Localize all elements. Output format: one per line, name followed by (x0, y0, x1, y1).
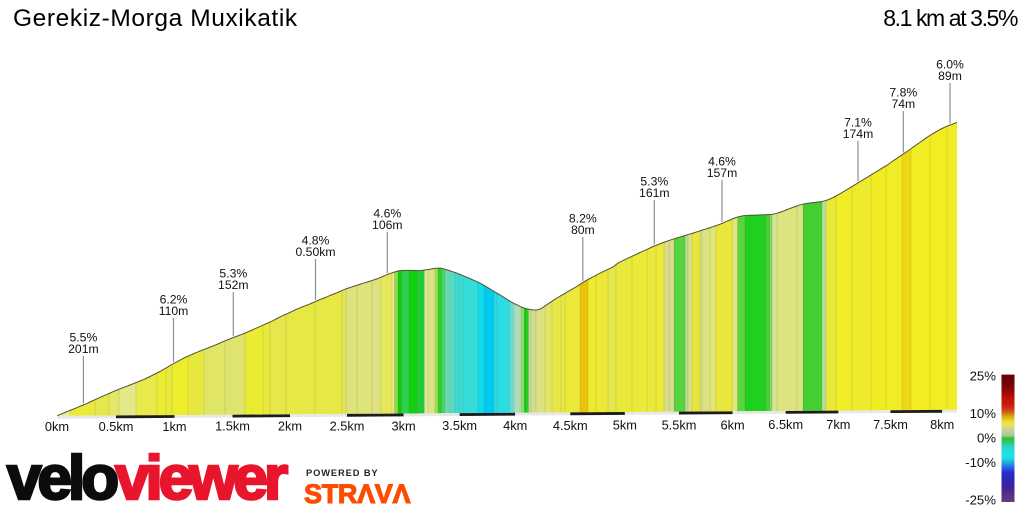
svg-text:7km: 7km (826, 417, 850, 432)
svg-text:6.5km: 6.5km (768, 417, 803, 432)
svg-text:6.2%: 6.2% (160, 293, 188, 307)
svg-text:1km: 1km (162, 419, 186, 434)
svg-text:174m: 174m (843, 127, 874, 141)
svg-text:5.5km: 5.5km (662, 418, 697, 433)
svg-text:7.1%: 7.1% (844, 116, 872, 130)
svg-text:4.6%: 4.6% (708, 155, 736, 169)
svg-text:89m: 89m (938, 69, 962, 83)
svg-text:-10%: -10% (965, 455, 996, 470)
svg-text:161m: 161m (639, 186, 670, 200)
svg-text:0.50km: 0.50km (296, 245, 336, 259)
svg-text:6.0%: 6.0% (936, 58, 964, 72)
svg-text:7.8%: 7.8% (889, 86, 917, 100)
svg-text:2km: 2km (278, 419, 302, 434)
svg-text:152m: 152m (218, 278, 249, 292)
svg-text:201m: 201m (68, 342, 99, 356)
svg-text:157m: 157m (707, 166, 738, 180)
svg-text:25%: 25% (970, 369, 997, 384)
svg-text:106m: 106m (372, 218, 403, 232)
svg-text:4.8%: 4.8% (302, 234, 330, 248)
svg-text:8.2%: 8.2% (569, 212, 597, 226)
svg-text:3km: 3km (392, 418, 416, 433)
svg-text:4.5km: 4.5km (553, 418, 588, 433)
svg-text:74m: 74m (891, 97, 915, 111)
svg-text:-25%: -25% (965, 493, 996, 508)
svg-text:4.6%: 4.6% (373, 207, 401, 221)
svg-text:110m: 110m (159, 304, 189, 318)
svg-text:80m: 80m (571, 223, 595, 237)
svg-text:2.5km: 2.5km (330, 418, 365, 433)
svg-text:4km: 4km (503, 418, 527, 433)
svg-text:3.5km: 3.5km (442, 418, 477, 433)
svg-text:5.5%: 5.5% (70, 331, 98, 345)
svg-text:5.3%: 5.3% (219, 267, 247, 281)
svg-text:0%: 0% (977, 430, 996, 445)
svg-text:0.5km: 0.5km (99, 419, 134, 434)
svg-text:5.3%: 5.3% (640, 175, 668, 189)
svg-text:1.5km: 1.5km (215, 419, 250, 434)
svg-text:7.5km: 7.5km (873, 417, 908, 432)
svg-text:8km: 8km (930, 417, 954, 432)
svg-text:5km: 5km (613, 418, 637, 433)
svg-text:6km: 6km (721, 417, 745, 432)
svg-text:10%: 10% (970, 406, 997, 421)
svg-text:0km: 0km (45, 419, 69, 434)
